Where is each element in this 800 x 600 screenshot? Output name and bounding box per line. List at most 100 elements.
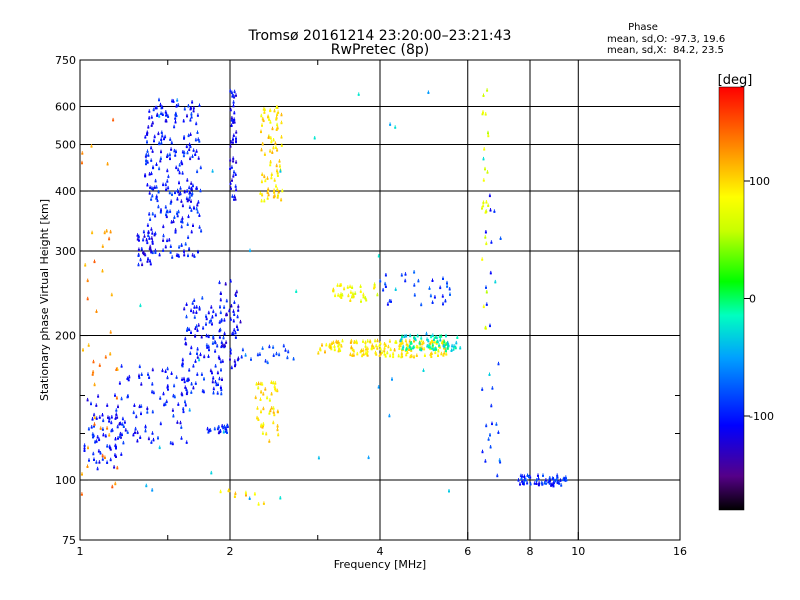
data-point	[212, 336, 215, 339]
data-point-mark	[99, 363, 101, 365]
data-point	[115, 409, 118, 412]
data-point-mark	[167, 387, 169, 389]
data-point-mark	[147, 125, 149, 127]
data-point	[244, 492, 247, 495]
data-point	[287, 351, 290, 354]
data-point-mark	[178, 192, 180, 194]
data-point-mark	[230, 186, 232, 188]
data-point	[337, 345, 340, 348]
data-point-mark	[143, 250, 145, 253]
data-point-mark	[420, 302, 422, 305]
data-point	[235, 189, 238, 192]
data-point	[272, 382, 275, 385]
data-point-mark	[394, 340, 396, 342]
data-point	[171, 100, 174, 103]
data-point	[274, 142, 277, 145]
data-point	[95, 311, 98, 313]
data-point	[165, 214, 167, 217]
data-point-mark	[417, 278, 419, 281]
data-point-mark	[432, 300, 434, 302]
data-point	[413, 340, 415, 343]
data-point-mark	[220, 429, 221, 431]
data-point-mark	[260, 423, 262, 425]
data-point-mark	[206, 316, 208, 319]
data-point-mark	[556, 477, 558, 479]
data-point-mark	[148, 230, 150, 232]
data-point	[237, 358, 240, 360]
data-point-mark	[102, 244, 104, 246]
data-point-mark	[119, 421, 121, 424]
data-point-mark	[484, 166, 486, 169]
data-point	[223, 306, 226, 309]
data-point	[277, 111, 280, 114]
data-point	[178, 193, 181, 196]
data-point	[147, 235, 150, 238]
data-point-mark	[482, 200, 484, 202]
data-point-mark	[210, 428, 211, 430]
data-point-mark	[274, 178, 276, 180]
data-point-mark	[165, 118, 167, 121]
data-point	[140, 374, 143, 376]
data-point	[535, 483, 538, 485]
data-point-mark	[233, 94, 235, 96]
data-point	[88, 459, 90, 462]
data-point	[434, 352, 437, 355]
data-point-mark	[154, 185, 156, 187]
data-point-mark	[111, 484, 113, 487]
data-point	[81, 473, 83, 476]
data-point-mark	[331, 341, 333, 343]
data-point-mark	[424, 353, 426, 355]
data-point	[132, 434, 135, 437]
data-point-mark	[365, 347, 367, 349]
data-point	[260, 181, 263, 184]
data-point	[487, 132, 489, 135]
data-point	[164, 184, 167, 187]
data-point-mark	[283, 343, 285, 346]
data-point-mark	[232, 159, 234, 161]
data-point	[446, 347, 449, 350]
data-point	[94, 441, 97, 444]
data-point	[442, 303, 444, 306]
data-point	[175, 254, 178, 257]
data-point-mark	[152, 149, 154, 151]
data-point-mark	[172, 393, 174, 396]
data-point	[97, 395, 100, 398]
data-point	[427, 340, 430, 343]
data-point-mark	[413, 354, 415, 357]
data-point	[167, 187, 170, 190]
data-point-mark	[177, 188, 178, 191]
data-point-mark	[183, 150, 185, 153]
data-point-mark	[270, 160, 272, 162]
data-point	[186, 152, 189, 155]
data-point-mark	[152, 186, 154, 189]
data-point-mark	[174, 153, 176, 155]
data-point-mark	[347, 293, 349, 296]
data-point	[95, 404, 98, 407]
data-point	[275, 107, 278, 109]
data-point-mark	[223, 305, 225, 307]
data-point-mark	[165, 244, 167, 247]
data-point	[196, 132, 199, 134]
data-point	[383, 347, 386, 350]
data-point	[258, 353, 261, 356]
data-point	[184, 404, 187, 407]
data-point-mark	[276, 105, 277, 107]
data-point	[497, 363, 500, 366]
data-point	[177, 403, 180, 406]
data-point	[173, 396, 176, 399]
data-point-mark	[521, 474, 523, 476]
data-point-mark	[350, 340, 352, 342]
data-point	[99, 427, 102, 430]
data-point	[383, 353, 386, 356]
data-point	[223, 319, 226, 322]
data-point-mark	[368, 455, 370, 458]
data-point-mark	[409, 333, 411, 336]
data-point	[410, 355, 413, 358]
data-point	[482, 306, 485, 309]
data-point-mark	[353, 294, 355, 296]
data-point-mark	[160, 141, 162, 143]
data-point	[151, 122, 154, 125]
data-point-mark	[189, 142, 191, 145]
data-point	[220, 346, 223, 349]
data-point-mark	[154, 250, 156, 252]
